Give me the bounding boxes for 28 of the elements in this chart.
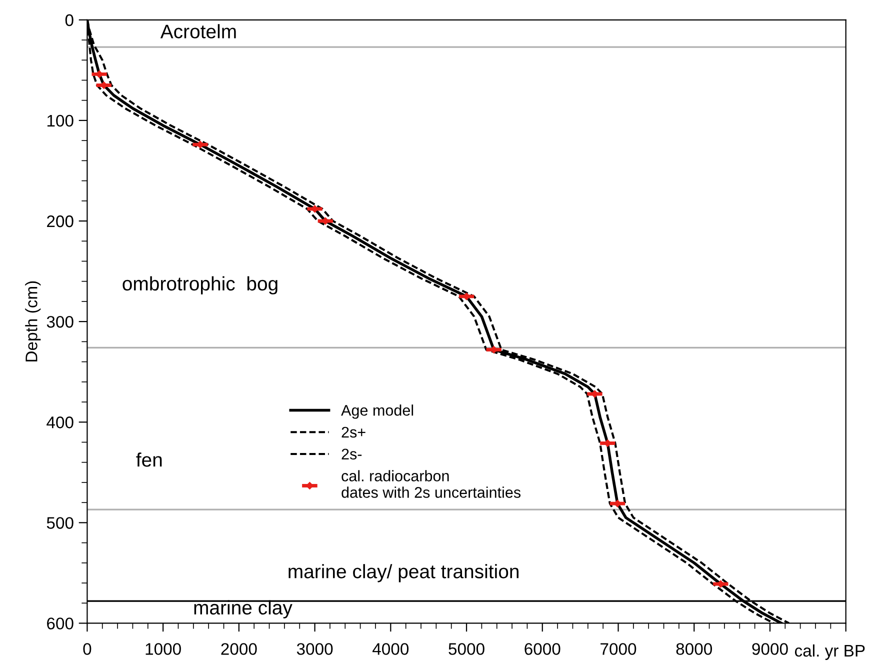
legend-label: Age model (341, 404, 414, 419)
x-tick-label: 8000 (676, 643, 712, 655)
x-axis-title: cal. yr BP (794, 644, 865, 660)
legend-label: 2s+ (342, 426, 366, 438)
annotation: Acrotelm (160, 24, 236, 38)
y-tick-label: 500 (46, 517, 74, 529)
y-axis-title: Depth (cm) (25, 281, 41, 362)
x-tick-label: 0 (83, 643, 92, 655)
y-tick-label: 200 (47, 215, 74, 228)
y-tick-label: 400 (46, 416, 74, 428)
y-tick-label: 300 (46, 316, 74, 328)
x-tick-label: 3000 (296, 643, 333, 655)
y-tick-label: 0 (65, 14, 74, 26)
x-tick-label: 7000 (600, 643, 636, 655)
annotation: ombrotrophic bog (122, 276, 278, 294)
x-tick-label: 4000 (372, 643, 409, 655)
x-tick-label: 2000 (221, 643, 257, 655)
annotation: marine clay (194, 600, 292, 618)
y-tick-label: 100 (47, 114, 74, 127)
x-tick-label: 9000 (752, 643, 788, 655)
x-tick-label: 1000 (146, 643, 181, 655)
annotation: marine clay/ peat transition (288, 564, 518, 582)
y-tick-label: 600 (47, 618, 74, 630)
annotation: fen (136, 452, 162, 467)
legend-label: 2s- (342, 448, 362, 460)
legend-label: cal. radiocarbon dates with 2s uncertainties (342, 470, 521, 498)
x-tick-label: 5000 (448, 643, 484, 655)
x-tick-label: 6000 (524, 643, 560, 655)
